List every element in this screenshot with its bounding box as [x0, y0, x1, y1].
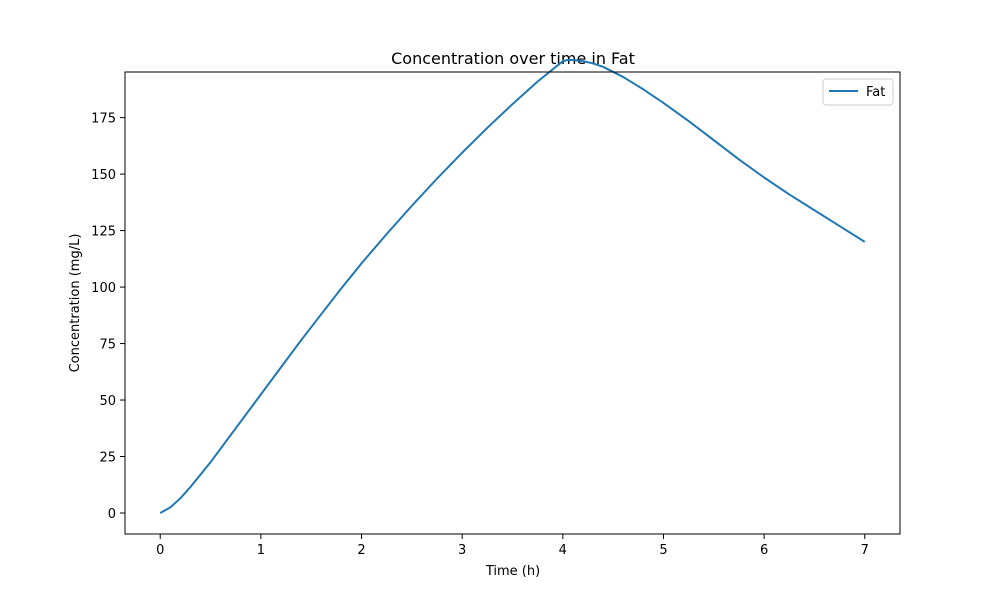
y-axis-label: Concentration (mg/L) — [68, 234, 83, 373]
x-tick-label: 7 — [861, 543, 869, 558]
y-tick-label: 75 — [99, 338, 116, 353]
x-axis-ticks: 0 1 2 3 4 5 6 7 — [156, 534, 869, 558]
y-tick-label: 100 — [91, 281, 116, 296]
y-tick-label: 175 — [91, 112, 116, 127]
legend-label-fat: Fat — [866, 85, 885, 100]
y-tick-label: 0 — [108, 507, 116, 522]
x-tick-label: 0 — [156, 543, 164, 558]
y-tick-label: 150 — [91, 168, 116, 183]
y-tick-label: 125 — [91, 225, 116, 240]
legend: Fat — [822, 78, 894, 106]
x-tick-label: 3 — [458, 543, 466, 558]
plot-area — [124, 59, 901, 535]
x-tick-label: 4 — [559, 543, 567, 558]
y-tick-label: 25 — [99, 451, 116, 466]
x-tick-label: 1 — [257, 543, 265, 558]
x-axis-label: Time (h) — [485, 564, 540, 579]
chart-title: Concentration over time in Fat — [391, 49, 635, 68]
x-tick-label: 6 — [760, 543, 768, 558]
x-tick-label: 5 — [659, 543, 667, 558]
y-axis-ticks: 0 25 50 75 100 125 150 175 — [91, 112, 125, 522]
series-line-fat — [159, 59, 866, 514]
axes-frame — [124, 71, 901, 535]
y-tick-label: 50 — [99, 394, 116, 409]
x-tick-label: 2 — [357, 543, 365, 558]
